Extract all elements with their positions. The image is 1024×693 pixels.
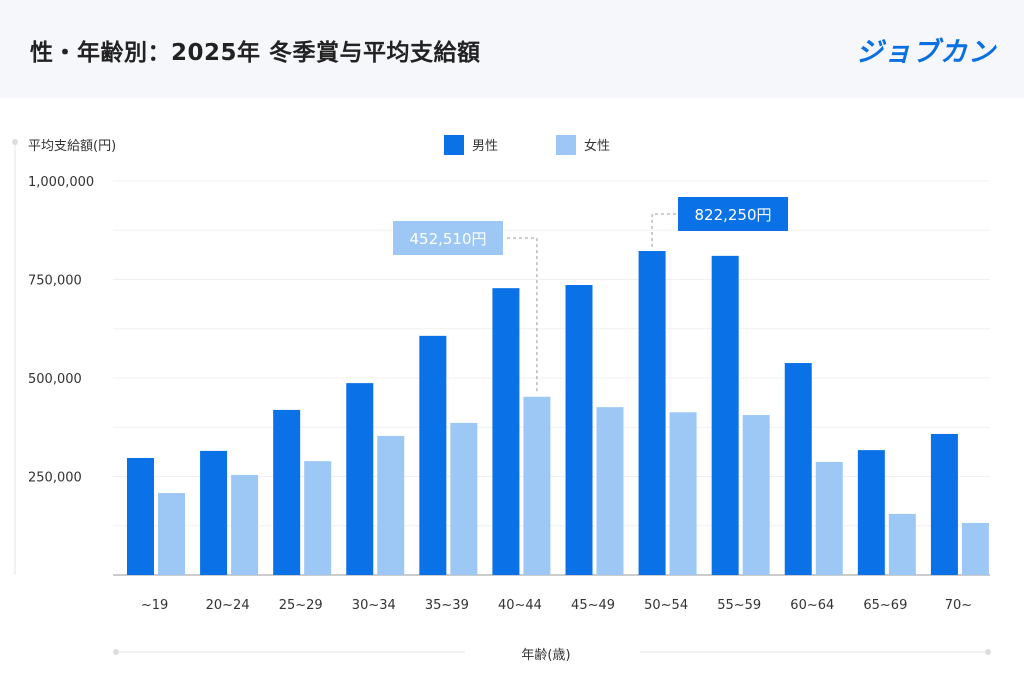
x-tick-label: 45~49 [571, 598, 615, 613]
bar-male [638, 251, 666, 575]
annotation-label: 822,250円 [694, 206, 771, 224]
legend: 男性 女性 [444, 135, 610, 155]
jobcan-logo: ジョブカン [856, 37, 996, 68]
annotation-box [393, 221, 503, 255]
bar-female [304, 461, 332, 575]
bar-male [565, 285, 593, 575]
x-tick-label: 20~24 [206, 598, 250, 613]
bar-male [857, 450, 885, 575]
page-title: 性・年齢別：2025年 冬季賞与平均支給額 [30, 40, 481, 66]
bar-female [596, 407, 624, 575]
annotation-leader [507, 237, 538, 393]
y-axis-label: 平均支給額(円) [28, 139, 116, 154]
y-tick-label: 750,000 [28, 274, 82, 289]
y-tick-label: 250,000 [28, 471, 82, 486]
bar-male [419, 335, 447, 575]
legend-swatch-female [556, 135, 576, 155]
bar-female [669, 412, 697, 575]
x-tick-label: ~19 [141, 598, 168, 613]
x-tick-label: 60~64 [790, 598, 834, 613]
bar-female [742, 415, 770, 575]
bar-female [961, 522, 989, 575]
x-tick-label: 50~54 [644, 598, 688, 613]
bar-male [127, 457, 154, 575]
annotation-leader [651, 213, 676, 248]
x-axis-guide-dot [113, 649, 119, 655]
legend-swatch-male [444, 135, 464, 155]
x-tick-label: 65~69 [863, 598, 907, 613]
x-tick-label: 35~39 [425, 598, 469, 613]
x-tick-label: 55~59 [717, 598, 761, 613]
bar-female [158, 493, 185, 575]
bar-female [815, 461, 843, 575]
bar-male [492, 288, 520, 575]
bar-male [273, 409, 301, 575]
x-tick-label: 70~ [945, 598, 972, 613]
legend-label-female: 女性 [584, 138, 610, 154]
bar-female [450, 422, 478, 575]
x-tick-label: 25~29 [279, 598, 323, 613]
bar-male [930, 433, 958, 575]
y-tick-label: 500,000 [28, 372, 82, 387]
y-axis-guide-dot [12, 139, 18, 145]
bar-female [377, 435, 405, 575]
y-tick-label: 1,000,000 [28, 175, 94, 190]
bar-male [711, 255, 739, 576]
bar-male [200, 450, 228, 575]
x-tick-label: 30~34 [352, 598, 396, 613]
bar-female [523, 396, 551, 575]
x-tick-label: 40~44 [498, 598, 542, 613]
x-axis-guide-dot [985, 649, 991, 655]
bar-male [784, 363, 812, 575]
annotation-box [678, 197, 788, 231]
bar-female [888, 513, 916, 575]
legend-label-male: 男性 [472, 139, 498, 154]
x-axis-label: 年齢(歳) [521, 648, 570, 663]
annotation-label: 452,510円 [409, 230, 486, 248]
bar-male [346, 383, 374, 575]
bar-female [231, 474, 259, 575]
